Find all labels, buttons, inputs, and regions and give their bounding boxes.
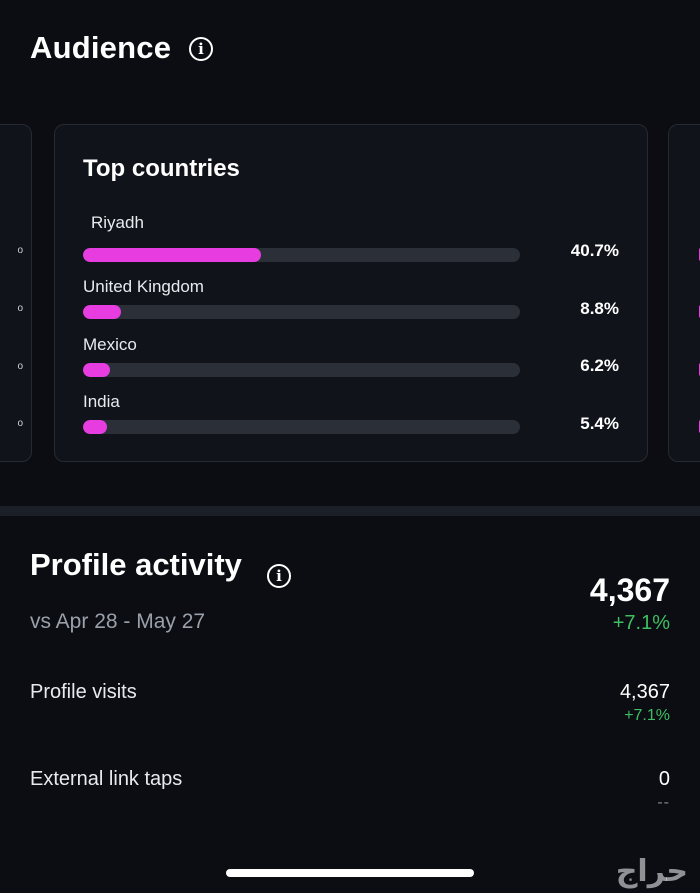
profile-activity-total: 4,367 [589,572,670,608]
metric-change-external-link-taps: -- [657,794,670,811]
country-bar-fill [83,305,122,319]
metric-value-external-link-taps: 0 [658,768,670,790]
audience-card-previous[interactable]: o o o o [0,124,32,462]
country-bar-fill [83,363,111,377]
metric-label-profile-visits: Profile visits [30,681,137,703]
profile-activity-title: Profile activity [30,547,242,582]
country-label: Riyadh [91,213,144,232]
peek-marker: o [17,245,23,256]
peek-marker: o [17,361,23,372]
country-label: India [83,392,120,411]
info-icon[interactable]: i [267,564,291,588]
metric-value-profile-visits: 4,367 [619,681,670,703]
country-percent: 6.2% [580,356,619,375]
info-icon[interactable]: i [189,37,213,61]
country-bar [83,363,520,377]
country-percent: 8.8% [580,299,619,318]
profile-activity-change: +7.1% [612,612,670,634]
country-label: Mexico [83,335,137,354]
section-divider [0,506,700,516]
country-percent: 5.4% [580,414,619,433]
audience-card-next[interactable] [668,124,700,462]
card-title: Top countries [83,155,240,182]
country-label: United Kingdom [83,277,204,296]
comparison-period: vs Apr 28 - May 27 [30,610,206,633]
country-bar-fill [83,420,107,434]
metric-change-profile-visits: +7.1% [624,707,670,724]
watermark-logo: حراج [615,854,688,889]
country-bar [83,305,520,319]
country-bar [83,420,520,434]
audience-title: Audience [30,30,172,65]
peek-marker: o [17,418,23,429]
country-percent: 40.7% [570,241,619,260]
home-indicator[interactable] [226,869,474,877]
country-bar-fill [83,248,261,262]
top-countries-card: Top countries Riyadh 40.7% United Kingdo… [54,124,648,462]
metric-label-external-link-taps: External link taps [30,768,183,790]
peek-marker: o [17,303,23,314]
country-bar [83,248,520,262]
